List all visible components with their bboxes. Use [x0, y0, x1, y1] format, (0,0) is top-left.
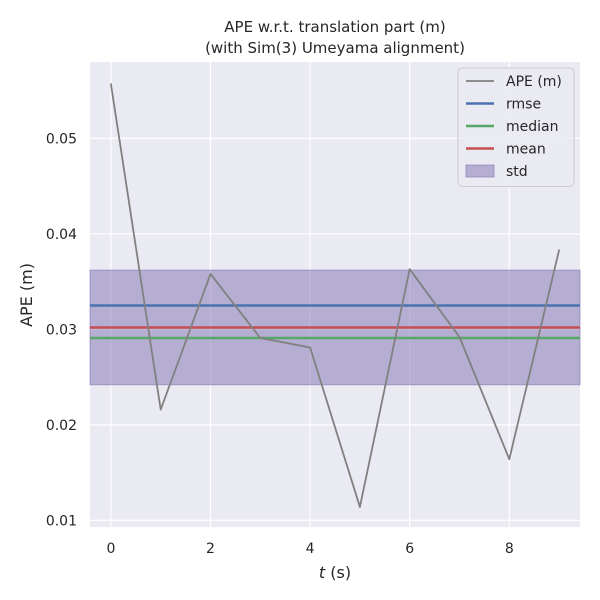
y-tick-label: 0.03	[46, 322, 77, 338]
legend-label: std	[506, 164, 528, 180]
x-tick-label: 4	[306, 541, 315, 557]
y-tick-label: 0.04	[46, 227, 77, 243]
legend-label: mean	[506, 142, 546, 158]
legend-std-swatch	[465, 164, 495, 178]
x-tick-label: 2	[206, 541, 215, 557]
x-tick-label: 8	[505, 541, 514, 557]
legend-label: median	[506, 119, 558, 135]
x-axis-label-symbol: t	[319, 563, 326, 582]
ape-data-point	[309, 346, 311, 349]
legend: APE (m) rmse median mean std	[457, 67, 575, 187]
y-axis-label: APE (m)	[17, 263, 36, 327]
ape-data-point	[259, 337, 262, 339]
series-group	[110, 83, 560, 508]
chart-title: APE w.r.t. translation part (m)	[224, 18, 445, 36]
legend-box	[457, 67, 575, 187]
ape-series-line	[110, 83, 560, 508]
x-axis-label: t (s)	[319, 563, 351, 582]
stat-lines-group	[90, 304, 580, 340]
ape-data-point	[408, 268, 411, 270]
ape-data-point	[458, 336, 461, 338]
tick-labels-group: 0 2 4 6 8 0.01 0.02 0.03 0.04 0.05	[46, 131, 514, 557]
ape-data-point	[159, 408, 162, 411]
y-tick-label: 0.01	[46, 513, 77, 529]
ape-data-point	[209, 273, 212, 275]
y-tick-label: 0.05	[46, 131, 77, 147]
ape-data-point	[558, 249, 560, 251]
y-tick-label: 0.02	[46, 418, 77, 434]
x-tick-label: 0	[106, 541, 115, 557]
ape-data-point	[110, 83, 112, 85]
x-axis-label-unit: (s)	[325, 563, 351, 582]
legend-label: rmse	[506, 97, 541, 113]
x-tick-label: 6	[405, 541, 414, 557]
legend-label: APE (m)	[506, 74, 562, 90]
ape-data-point	[359, 506, 361, 508]
ape-data-point	[508, 458, 511, 461]
chart-subtitle: (with Sim(3) Umeyama alignment)	[205, 39, 465, 57]
